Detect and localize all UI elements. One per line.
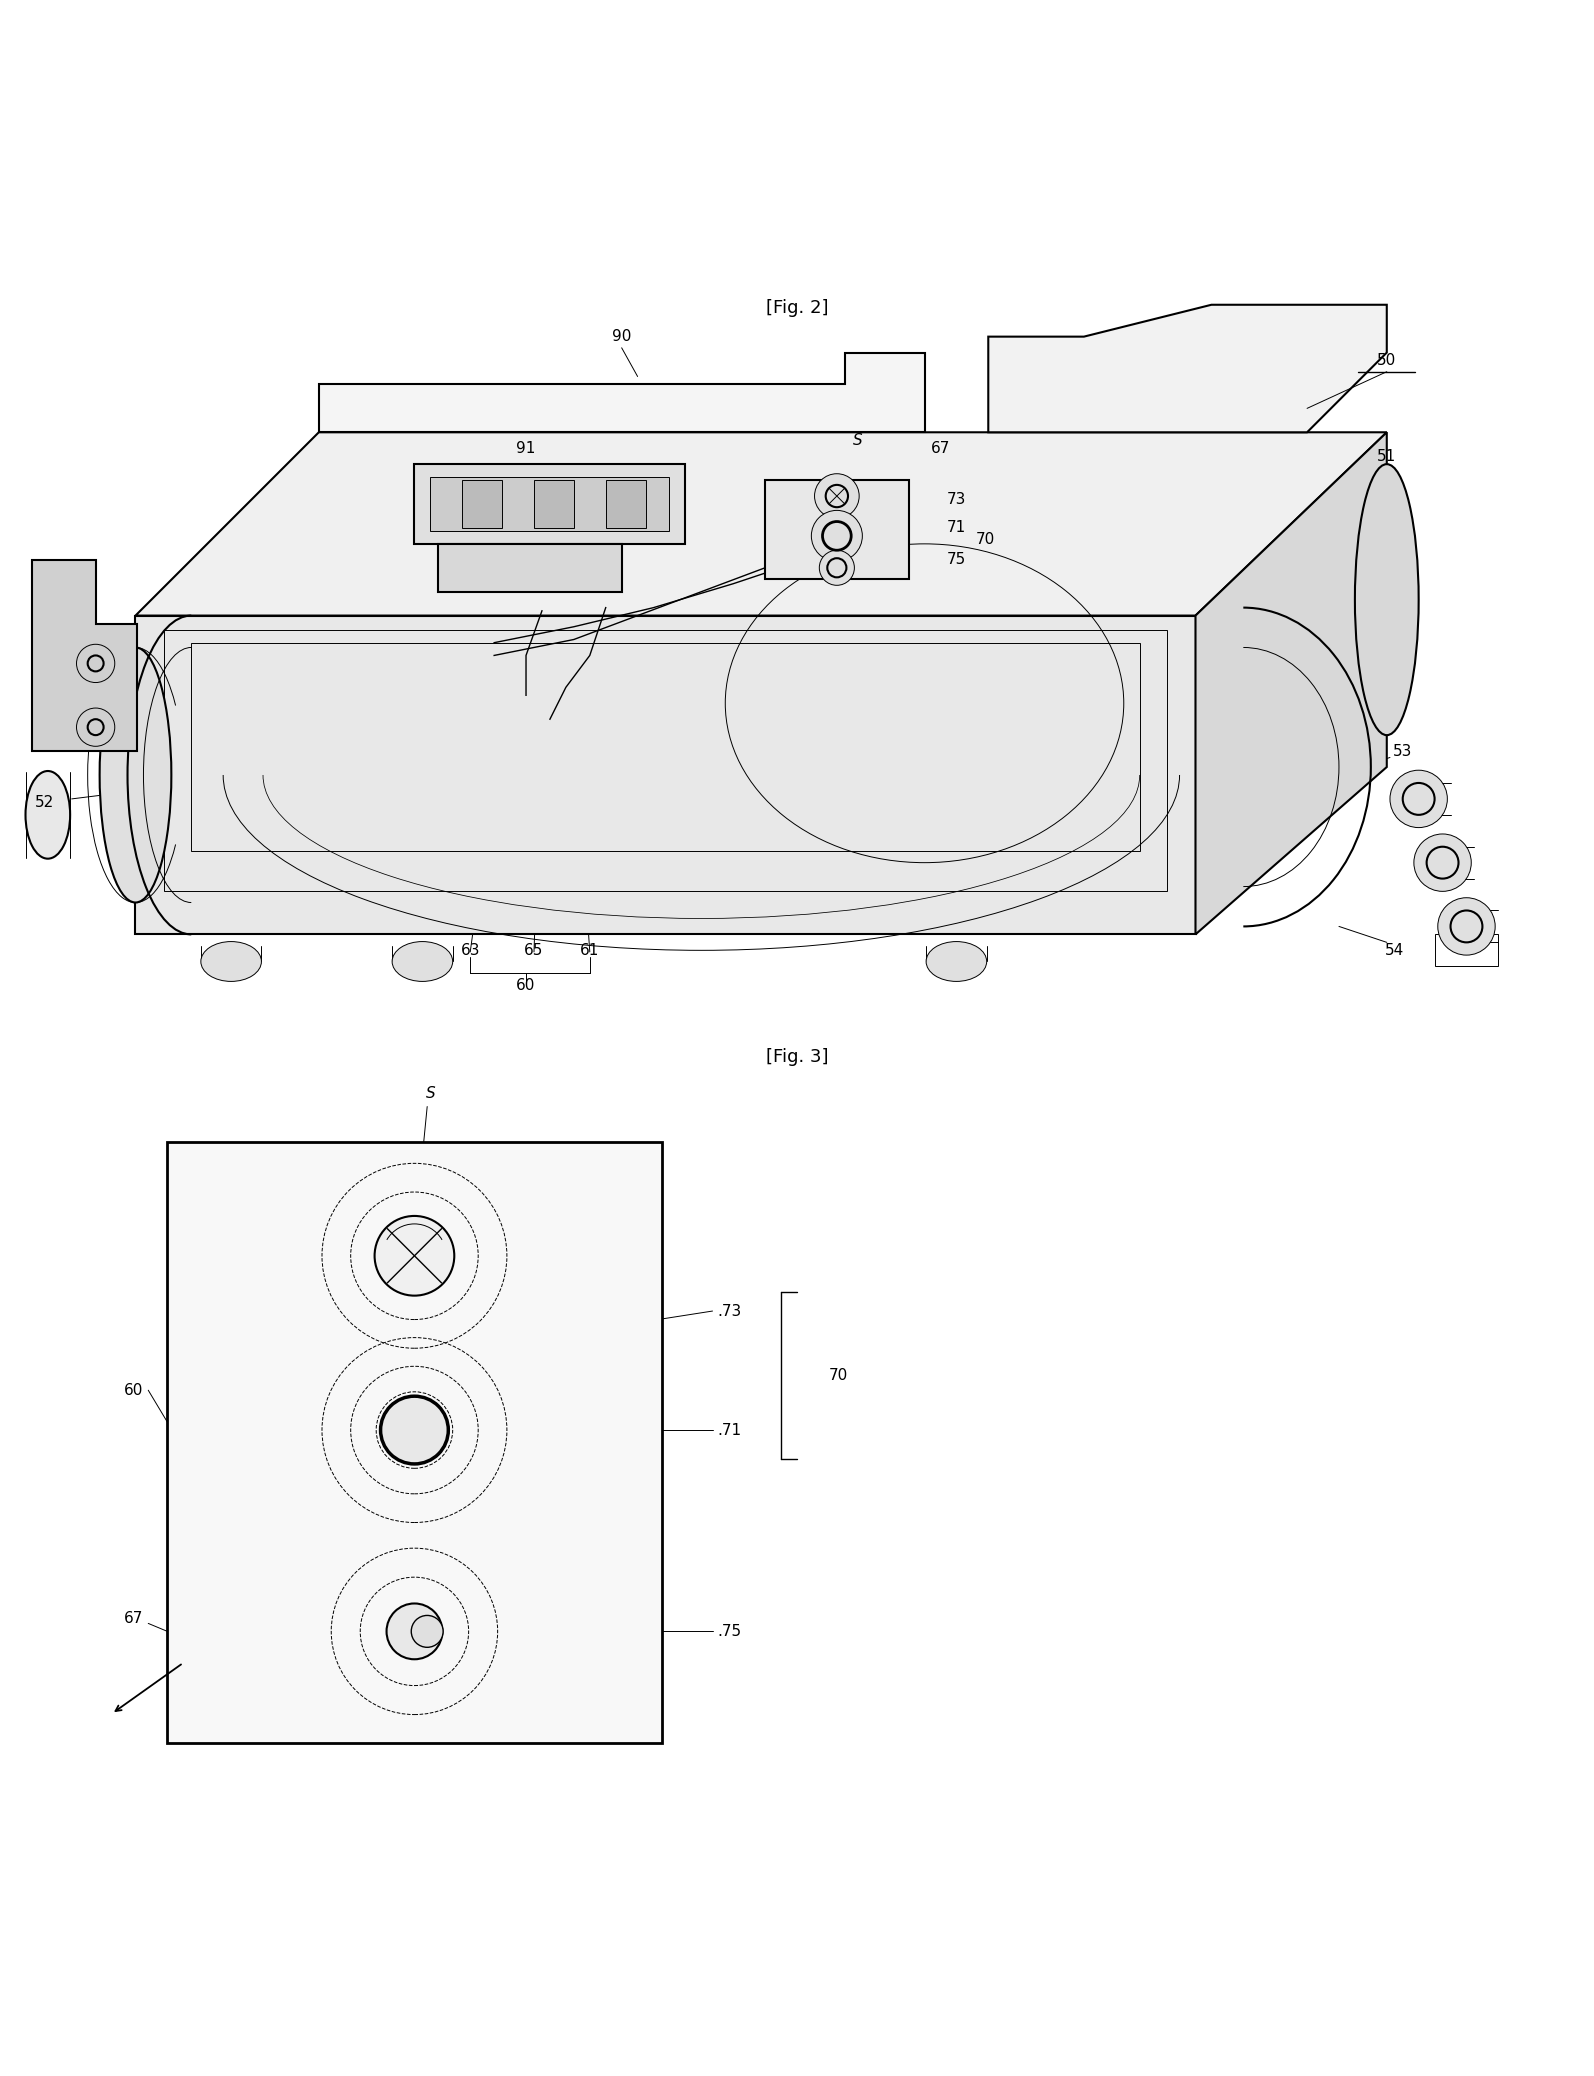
Text: 54: 54	[1385, 943, 1404, 957]
Polygon shape	[1196, 432, 1387, 934]
Circle shape	[386, 1603, 442, 1659]
Ellipse shape	[26, 770, 70, 859]
Ellipse shape	[100, 648, 172, 903]
Bar	[167, 1142, 662, 1742]
Text: 53: 53	[1393, 743, 1412, 758]
Text: [Fig. 2]: [Fig. 2]	[765, 299, 829, 318]
Polygon shape	[988, 305, 1387, 432]
Text: 61: 61	[580, 943, 599, 957]
Circle shape	[1390, 770, 1447, 828]
Text: 73: 73	[947, 492, 966, 507]
Text: 65: 65	[524, 943, 544, 957]
Text: [Fig. 3]: [Fig. 3]	[765, 1048, 829, 1067]
Circle shape	[381, 1397, 448, 1464]
Circle shape	[819, 550, 854, 585]
Text: 60: 60	[124, 1383, 143, 1397]
Text: 60: 60	[516, 978, 536, 992]
Polygon shape	[606, 480, 646, 527]
Circle shape	[375, 1217, 454, 1295]
Text: 63: 63	[461, 943, 480, 957]
Text: 70: 70	[976, 531, 995, 546]
Ellipse shape	[926, 943, 987, 982]
Text: .71: .71	[717, 1422, 741, 1437]
Text: .75: .75	[717, 1623, 741, 1638]
Text: 91: 91	[516, 440, 536, 457]
Polygon shape	[765, 480, 909, 579]
Circle shape	[1414, 835, 1471, 891]
Polygon shape	[32, 561, 137, 752]
Text: 75: 75	[947, 552, 966, 567]
Circle shape	[411, 1615, 443, 1648]
Circle shape	[1438, 897, 1495, 955]
Polygon shape	[135, 432, 1387, 617]
Polygon shape	[414, 465, 685, 544]
Text: .73: .73	[717, 1304, 741, 1318]
Text: 67: 67	[124, 1611, 143, 1626]
Polygon shape	[534, 480, 574, 527]
Text: 71: 71	[947, 521, 966, 536]
Text: S: S	[853, 432, 862, 448]
Ellipse shape	[201, 943, 261, 982]
Text: 70: 70	[829, 1368, 848, 1383]
Text: 67: 67	[931, 440, 950, 457]
Ellipse shape	[392, 943, 453, 982]
Ellipse shape	[1355, 465, 1419, 735]
Polygon shape	[319, 353, 925, 432]
Text: 52: 52	[35, 795, 54, 810]
Circle shape	[815, 473, 859, 519]
Polygon shape	[430, 477, 669, 531]
Circle shape	[811, 511, 862, 561]
Text: S: S	[426, 1086, 435, 1100]
Text: 50: 50	[1377, 353, 1396, 367]
Text: 90: 90	[612, 330, 631, 345]
Text: 51: 51	[1377, 448, 1396, 463]
Polygon shape	[462, 480, 502, 527]
Polygon shape	[438, 544, 622, 592]
Polygon shape	[135, 617, 1196, 934]
